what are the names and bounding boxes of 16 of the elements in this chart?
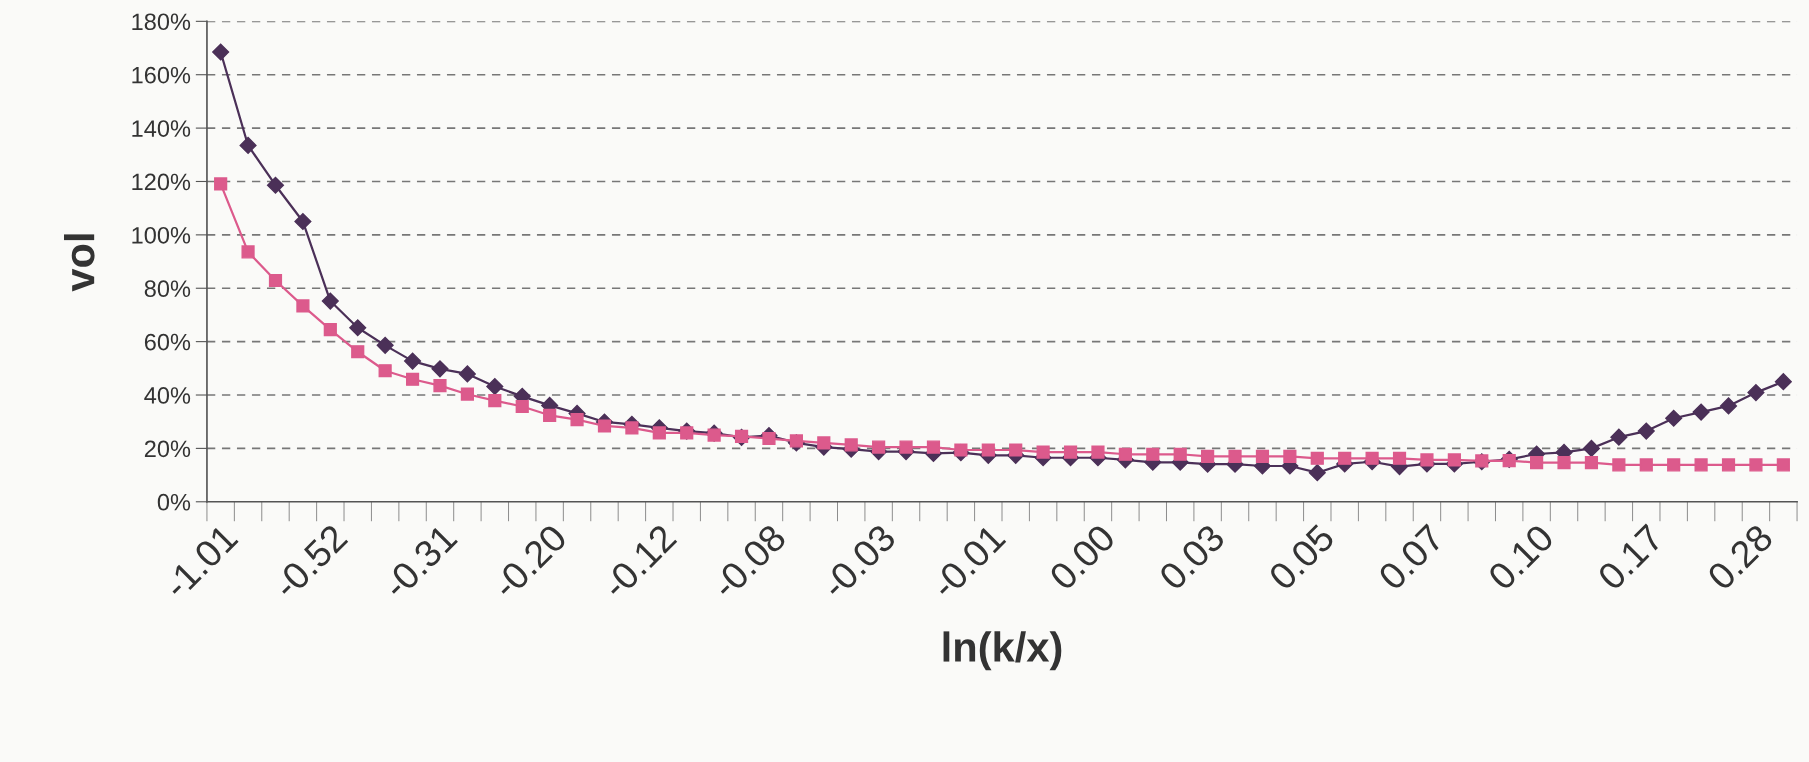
y-tick-label: 80% — [144, 280, 191, 298]
x-tick-label: 0.28 — [1706, 523, 1775, 592]
x-tick-label: 0.00 — [1048, 522, 1117, 592]
y-tick-label: 100% — [132, 226, 191, 244]
y-tick-label: 20% — [144, 440, 191, 458]
y-tick-label: 60% — [144, 333, 191, 351]
y-tick-label: 140% — [132, 120, 191, 137]
y-tick-label: 0% — [157, 493, 191, 511]
x-tick-label: 0.10 — [1486, 522, 1556, 592]
y-tick-label: 160% — [132, 66, 191, 84]
y-tick-label: 40% — [144, 387, 191, 404]
x-axis-title: ln(k/x) — [943, 631, 1062, 671]
y-tick-label: 180% — [132, 13, 191, 31]
y-tick-label: 120% — [132, 173, 191, 191]
x-tick-label: 0.03 — [1157, 523, 1226, 592]
y-axis-title: vol — [63, 234, 95, 292]
